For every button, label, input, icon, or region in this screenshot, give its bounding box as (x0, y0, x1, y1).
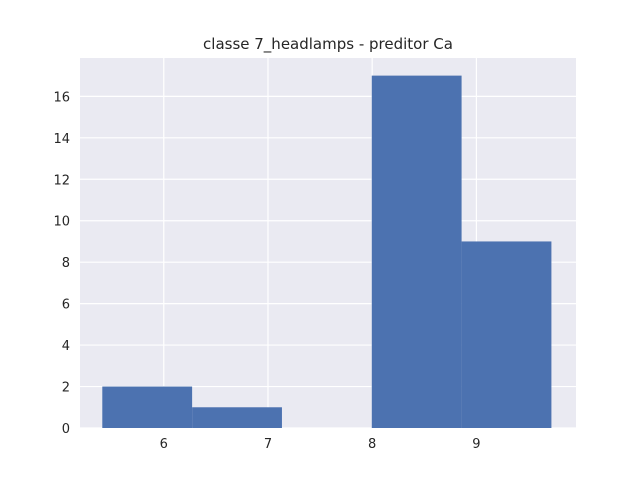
x-tick-label: 8 (368, 437, 376, 452)
y-tick-label: 8 (62, 256, 70, 271)
histogram-bar (371, 75, 462, 428)
chart-title: classe 7_headlamps - preditor Ca (203, 35, 453, 54)
y-tick-label: 4 (62, 339, 70, 354)
x-axis-ticks: 6 7 8 9 (160, 437, 481, 452)
histogram-bar (192, 407, 282, 428)
histogram-bar (102, 386, 193, 428)
y-tick-label: 6 (62, 298, 70, 313)
bars (102, 75, 552, 428)
x-tick-label: 6 (160, 437, 168, 452)
x-tick-label: 9 (472, 437, 480, 452)
y-tick-label: 12 (53, 173, 70, 188)
y-tick-label: 2 (62, 381, 70, 396)
y-tick-label: 14 (53, 132, 70, 147)
x-tick-label: 7 (264, 437, 272, 452)
y-tick-label: 0 (62, 422, 70, 437)
y-tick-label: 16 (53, 90, 70, 105)
y-tick-label: 10 (53, 215, 70, 230)
histogram-bar (461, 241, 552, 428)
y-axis-ticks: 0 2 4 6 8 10 12 14 16 (53, 90, 70, 437)
